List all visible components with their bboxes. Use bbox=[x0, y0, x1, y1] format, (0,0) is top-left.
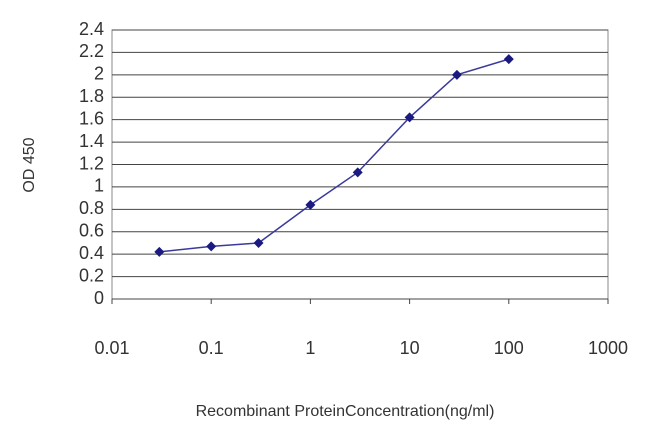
y-tick-label: 0.6 bbox=[79, 221, 104, 241]
y-tick-label: 2.2 bbox=[79, 41, 104, 61]
y-tick-label: 1.4 bbox=[79, 131, 104, 151]
x-tick-label: 1000 bbox=[588, 338, 628, 358]
y-axis-title: OD 450 bbox=[21, 137, 38, 192]
data-point bbox=[352, 167, 363, 178]
y-tick-label: 2 bbox=[94, 64, 104, 84]
y-tick-label: 0.2 bbox=[79, 265, 104, 285]
x-tick-label: 10 bbox=[400, 338, 420, 358]
x-tick-label: 100 bbox=[494, 338, 524, 358]
y-tick-label: 0.4 bbox=[79, 243, 104, 263]
x-tick-label: 0.1 bbox=[199, 338, 224, 358]
y-tick-label: 0.8 bbox=[79, 198, 104, 218]
data-point bbox=[503, 54, 514, 65]
data-point bbox=[305, 199, 316, 210]
y-tick-label: 1.6 bbox=[79, 108, 104, 128]
x-tick-label: 1 bbox=[305, 338, 315, 358]
data-point bbox=[154, 246, 165, 257]
data-point bbox=[206, 241, 217, 252]
data-line bbox=[159, 58, 510, 253]
data-point bbox=[451, 69, 462, 80]
x-tick-label: 0.01 bbox=[94, 338, 129, 358]
y-tick-label: 0 bbox=[94, 288, 104, 308]
data-point bbox=[404, 112, 415, 123]
y-tick-label: 1 bbox=[94, 176, 104, 196]
data-point bbox=[253, 237, 264, 248]
x-axis-title: Recombinant ProteinConcentration(ng/ml) bbox=[196, 403, 495, 420]
y-tick-label: 1.2 bbox=[79, 153, 104, 173]
y-tick-label: 2.4 bbox=[79, 19, 104, 39]
y-tick-label: 1.8 bbox=[79, 86, 104, 106]
